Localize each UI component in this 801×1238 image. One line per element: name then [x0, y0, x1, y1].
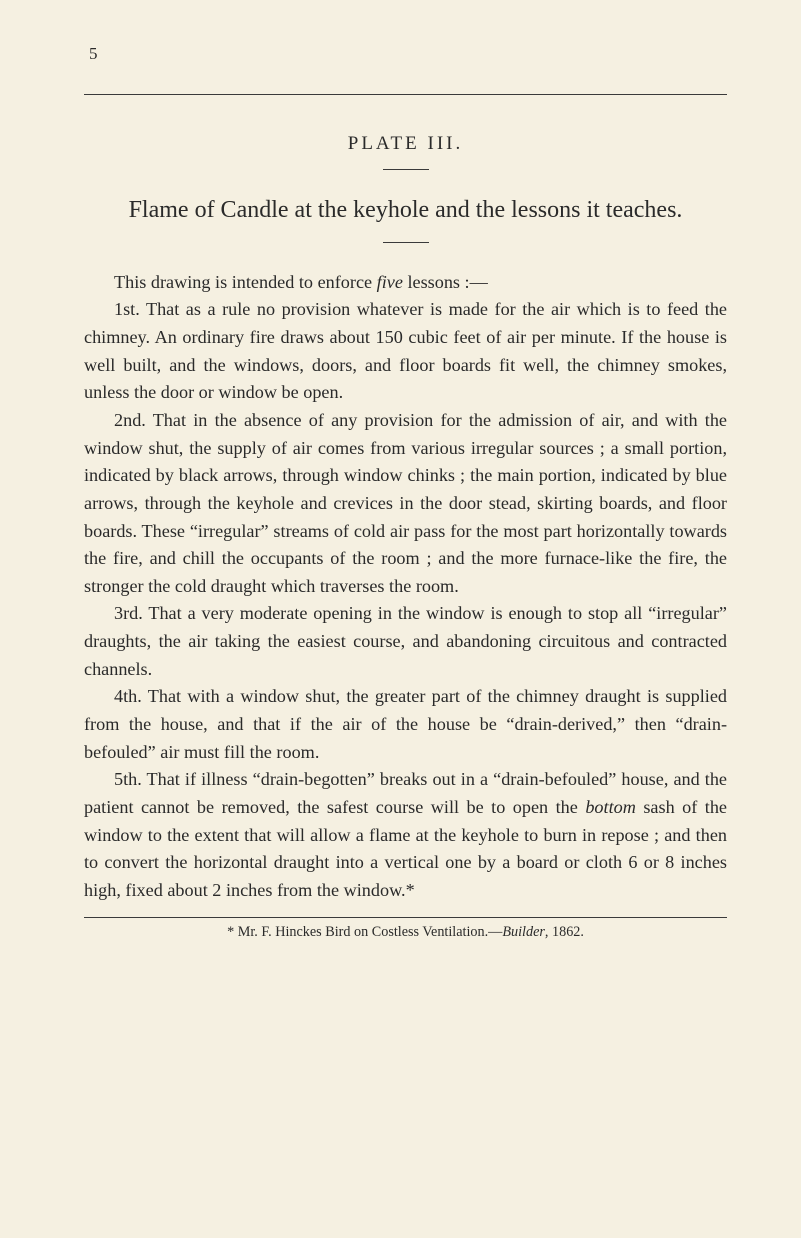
intro-paragraph: This drawing is intended to enforce five…	[84, 269, 727, 297]
footnote: * Mr. F. Hinckes Bird on Costless Ventil…	[84, 924, 727, 941]
page-title: Flame of Candle at the keyhole and the l…	[84, 194, 727, 228]
paragraph-3: 3rd. That a very moderate opening in the…	[84, 600, 727, 683]
top-rule	[84, 94, 727, 95]
paragraph-4: 4th. That with a window shut, the greate…	[84, 683, 727, 766]
plate-divider	[383, 169, 429, 170]
footnote-rule	[84, 917, 727, 918]
body-text: This drawing is intended to enforce five…	[84, 269, 727, 905]
plate-label: PLATE III.	[84, 133, 727, 155]
paragraph-2: 2nd. That in the absence of any provisio…	[84, 407, 727, 601]
paragraph-5: 5th. That if illness “drain-begotten” br…	[84, 766, 727, 904]
paragraph-1: 1st. That as a rule no provision whateve…	[84, 296, 727, 407]
page-number: 5	[89, 44, 727, 64]
title-divider	[383, 242, 429, 243]
